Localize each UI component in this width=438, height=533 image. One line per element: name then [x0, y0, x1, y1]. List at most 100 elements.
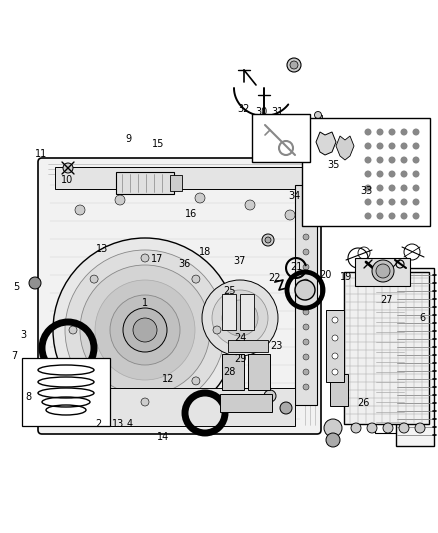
Bar [315, 115, 322, 157]
Circle shape [413, 184, 420, 191]
Text: 13: 13 [112, 419, 124, 429]
Bar [170, 175, 182, 191]
Circle shape [364, 184, 371, 191]
Text: 8: 8 [26, 392, 32, 402]
Text: 37: 37 [233, 256, 245, 266]
Circle shape [141, 398, 149, 406]
Circle shape [413, 213, 420, 220]
Circle shape [400, 128, 407, 135]
Circle shape [110, 295, 180, 365]
Circle shape [400, 157, 407, 164]
Circle shape [364, 213, 371, 220]
Text: 30: 30 [255, 107, 267, 117]
Circle shape [90, 275, 98, 283]
Circle shape [413, 157, 420, 164]
Text: 26: 26 [357, 398, 370, 408]
Circle shape [63, 163, 73, 173]
Circle shape [377, 128, 384, 135]
Circle shape [195, 193, 205, 203]
Bar [248, 354, 270, 390]
Circle shape [351, 423, 361, 433]
Circle shape [303, 384, 309, 390]
Bar [22, 358, 110, 426]
Text: 28: 28 [223, 367, 236, 377]
Bar [55, 388, 295, 426]
Circle shape [222, 300, 258, 336]
Circle shape [212, 290, 268, 346]
Circle shape [303, 264, 309, 270]
Circle shape [53, 238, 237, 422]
Circle shape [295, 280, 315, 300]
Text: 2: 2 [95, 419, 101, 429]
Bar [240, 294, 254, 330]
Bar [326, 310, 344, 382]
Circle shape [377, 171, 384, 177]
Text: 1: 1 [142, 298, 148, 308]
Circle shape [213, 326, 221, 334]
Circle shape [265, 237, 271, 243]
Text: 17: 17 [151, 254, 163, 264]
Circle shape [115, 195, 125, 205]
Circle shape [400, 142, 407, 149]
Text: 15: 15 [152, 139, 165, 149]
Polygon shape [316, 132, 336, 155]
Circle shape [400, 171, 407, 177]
Text: 31: 31 [272, 107, 284, 117]
Bar [344, 272, 429, 424]
FancyBboxPatch shape [38, 158, 321, 434]
Circle shape [287, 58, 301, 72]
Circle shape [332, 369, 338, 375]
Text: 12: 12 [162, 375, 174, 384]
Circle shape [69, 326, 77, 334]
Text: 18: 18 [199, 247, 211, 256]
Circle shape [303, 294, 309, 300]
Text: 19: 19 [340, 272, 352, 282]
Circle shape [413, 171, 420, 177]
Text: 10: 10 [61, 175, 74, 185]
Bar [220, 394, 272, 412]
Circle shape [332, 317, 338, 323]
Text: 9: 9 [125, 134, 131, 143]
Circle shape [133, 318, 157, 342]
Circle shape [415, 423, 425, 433]
Circle shape [413, 128, 420, 135]
Circle shape [400, 198, 407, 206]
Circle shape [303, 309, 309, 315]
Text: 14: 14 [157, 432, 169, 442]
Circle shape [324, 419, 342, 437]
Circle shape [413, 198, 420, 206]
Circle shape [377, 213, 384, 220]
Text: 11: 11 [35, 149, 47, 158]
Circle shape [377, 184, 384, 191]
Circle shape [377, 157, 384, 164]
Circle shape [383, 423, 393, 433]
Circle shape [303, 279, 309, 285]
Circle shape [389, 213, 396, 220]
Circle shape [373, 205, 383, 215]
Text: 5: 5 [14, 282, 20, 292]
Circle shape [192, 377, 200, 385]
Bar [222, 294, 236, 330]
Circle shape [303, 234, 309, 240]
Text: 29: 29 [234, 354, 246, 364]
Circle shape [303, 204, 309, 210]
Circle shape [326, 433, 340, 447]
Circle shape [80, 265, 210, 395]
Bar [295, 185, 317, 405]
Bar [396, 268, 434, 446]
Circle shape [303, 354, 309, 360]
Circle shape [400, 184, 407, 191]
Circle shape [377, 142, 384, 149]
Text: 3: 3 [21, 330, 27, 340]
Circle shape [413, 142, 420, 149]
Circle shape [303, 339, 309, 345]
Circle shape [290, 61, 298, 69]
Text: 16: 16 [185, 209, 197, 219]
Circle shape [280, 402, 292, 414]
Circle shape [303, 219, 309, 225]
Circle shape [400, 213, 407, 220]
Bar [375, 285, 405, 433]
Text: 4: 4 [127, 419, 133, 429]
Circle shape [95, 280, 195, 380]
Circle shape [314, 111, 321, 118]
